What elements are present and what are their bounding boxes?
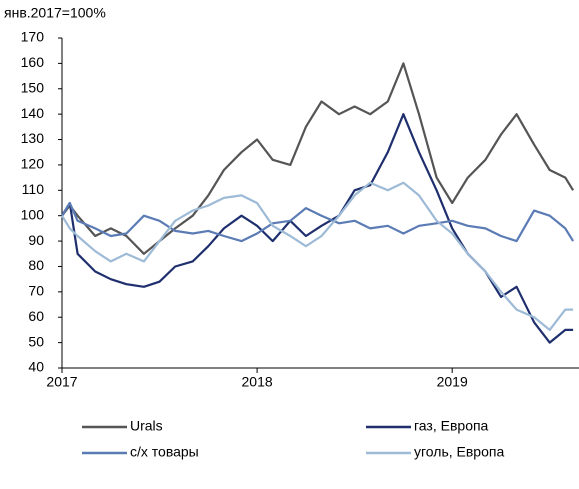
y-tick-label: 50 — [28, 333, 44, 349]
y-axis-label: янв.2017=100% — [4, 5, 106, 21]
series-line — [61, 62, 575, 255]
x-tick-label: 2017 — [46, 374, 77, 390]
legend-label: Urals — [130, 418, 163, 434]
legend-label: газ, Европа — [414, 418, 489, 434]
y-tick-label: 120 — [21, 156, 45, 172]
y-tick-label: 170 — [21, 29, 45, 45]
y-tick-label: 100 — [21, 206, 45, 222]
series-line — [61, 181, 574, 331]
x-tick-label: 2019 — [437, 374, 468, 390]
series-line — [61, 113, 574, 344]
y-tick-label: 90 — [28, 232, 44, 248]
series-line — [61, 201, 575, 243]
y-tick-label: 40 — [28, 359, 44, 375]
y-tick-label: 60 — [28, 308, 44, 324]
y-tick-label: 160 — [21, 54, 45, 70]
x-tick-label: 2018 — [242, 374, 273, 390]
y-tick-label: 70 — [28, 283, 44, 299]
y-tick-label: 80 — [28, 257, 44, 273]
y-tick-label: 150 — [21, 79, 45, 95]
y-tick-label: 140 — [21, 105, 45, 121]
y-tick-label: 110 — [22, 181, 45, 197]
legend-label: с/х товары — [130, 444, 199, 460]
y-tick-label: 130 — [21, 130, 45, 146]
legend-label: уголь, Европа — [414, 444, 504, 460]
